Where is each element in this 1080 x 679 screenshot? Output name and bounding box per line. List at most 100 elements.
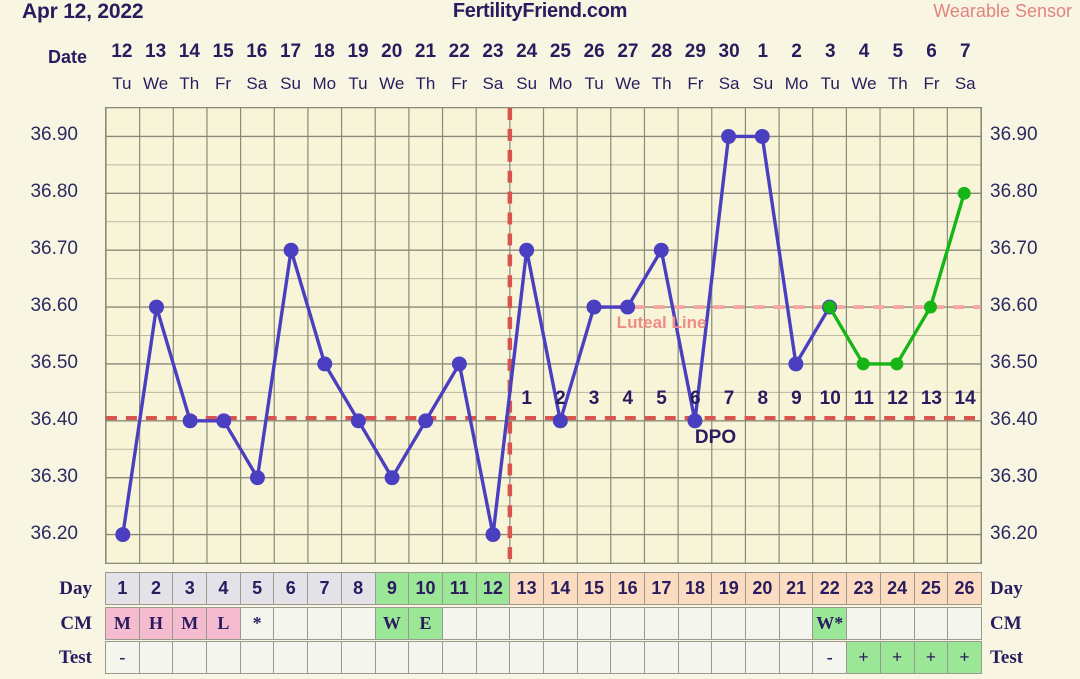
test-cell[interactable] [678, 641, 713, 674]
test-cell[interactable] [712, 641, 747, 674]
day-cell[interactable]: 24 [880, 572, 915, 605]
day-cell[interactable]: 7 [308, 572, 342, 605]
temperature-plot-area[interactable] [105, 107, 982, 564]
cm-cell[interactable] [746, 607, 780, 640]
day-cell[interactable]: 6 [274, 572, 309, 605]
cm-cell[interactable] [341, 607, 376, 640]
day-cell[interactable]: 22 [813, 572, 848, 605]
cm-cell[interactable] [678, 607, 713, 640]
test-cell[interactable] [375, 641, 410, 674]
day-cell[interactable]: 11 [442, 572, 477, 605]
cm-cell[interactable] [948, 607, 982, 640]
cm-cell[interactable]: M [173, 607, 208, 640]
day-cell[interactable]: 13 [510, 572, 544, 605]
day-cell[interactable]: 9 [375, 572, 410, 605]
test-cell[interactable]: + [847, 641, 881, 674]
day-cell[interactable]: 25 [914, 572, 949, 605]
test-cell[interactable] [611, 641, 645, 674]
day-cell[interactable]: 15 [577, 572, 612, 605]
cm-cell[interactable]: M [105, 607, 140, 640]
cm-cell[interactable]: * [240, 607, 275, 640]
data-point [451, 356, 467, 372]
weekday-cell: Fr [215, 74, 232, 93]
test-cell[interactable] [341, 641, 376, 674]
dpo-number: 8 [757, 388, 769, 410]
weekday-cell: Th [415, 74, 436, 93]
cm-row-label-right: CM [990, 612, 1022, 634]
cm-cell[interactable] [308, 607, 342, 640]
test-cell[interactable] [779, 641, 814, 674]
cm-cell[interactable] [847, 607, 881, 640]
test-cell[interactable] [308, 641, 342, 674]
test-cell[interactable] [442, 641, 477, 674]
test-cell[interactable] [476, 641, 511, 674]
data-point [552, 413, 568, 429]
data-point [586, 299, 602, 315]
cm-cell[interactable] [510, 607, 544, 640]
day-cell[interactable]: 5 [240, 572, 275, 605]
cm-cell[interactable]: W [375, 607, 410, 640]
cm-cell[interactable]: H [139, 607, 174, 640]
test-cell[interactable] [139, 641, 174, 674]
date-cell: 5 [892, 41, 904, 62]
day-cell[interactable]: 17 [645, 572, 679, 605]
day-cell[interactable]: 20 [746, 572, 780, 605]
cm-cell[interactable]: W* [813, 607, 848, 640]
test-cell[interactable] [645, 641, 679, 674]
test-cell[interactable] [240, 641, 275, 674]
day-cell[interactable]: 26 [948, 572, 982, 605]
data-point [283, 242, 299, 258]
cm-cell[interactable] [712, 607, 747, 640]
cm-cell[interactable]: E [409, 607, 443, 640]
day-cell[interactable]: 4 [207, 572, 241, 605]
cm-cell[interactable] [577, 607, 612, 640]
date-cell: 22 [448, 41, 470, 62]
test-cell[interactable] [409, 641, 443, 674]
test-cell[interactable] [207, 641, 241, 674]
test-cell[interactable] [577, 641, 612, 674]
data-point [182, 413, 198, 429]
cm-cell[interactable] [476, 607, 511, 640]
day-cell[interactable]: 8 [341, 572, 376, 605]
cm-cell[interactable] [442, 607, 477, 640]
cm-cell[interactable] [611, 607, 645, 640]
day-cell[interactable]: 16 [611, 572, 645, 605]
cm-cell[interactable]: L [207, 607, 241, 640]
test-cell[interactable]: + [914, 641, 949, 674]
test-cell[interactable] [274, 641, 309, 674]
day-cell[interactable]: 12 [476, 572, 511, 605]
test-cell[interactable]: - [105, 641, 140, 674]
day-cell[interactable]: 23 [847, 572, 881, 605]
day-cell[interactable]: 18 [678, 572, 713, 605]
day-cell[interactable]: 14 [543, 572, 578, 605]
test-cell[interactable] [173, 641, 208, 674]
data-point [149, 299, 164, 315]
test-cell[interactable] [510, 641, 544, 674]
test-cell[interactable]: - [813, 641, 848, 674]
cm-cell[interactable] [880, 607, 915, 640]
day-cell[interactable]: 21 [779, 572, 814, 605]
weekday-cell: Sa [482, 74, 504, 93]
dpo-number: 13 [920, 388, 942, 410]
cm-cell[interactable] [543, 607, 578, 640]
cm-cell[interactable] [645, 607, 679, 640]
test-cell[interactable]: + [880, 641, 915, 674]
dpo-number: 9 [791, 388, 802, 410]
test-cell[interactable] [746, 641, 780, 674]
test-cell[interactable]: + [948, 641, 982, 674]
day-cell[interactable]: 10 [409, 572, 443, 605]
day-cell[interactable]: 19 [712, 572, 747, 605]
cm-cell[interactable] [779, 607, 814, 640]
date-cell: 19 [347, 41, 369, 62]
cm-cell[interactable] [274, 607, 309, 640]
date-cell: 7 [959, 41, 971, 62]
weekday-cell: Fr [451, 74, 468, 93]
day-cell[interactable]: 1 [105, 572, 140, 605]
test-cell[interactable] [543, 641, 578, 674]
day-cell[interactable]: 2 [139, 572, 174, 605]
day-cell[interactable]: 3 [173, 572, 208, 605]
data-point [687, 413, 703, 429]
weekday-cell: Sa [246, 74, 268, 93]
cm-cell[interactable] [914, 607, 949, 640]
weekday-cell: Fr [687, 74, 704, 93]
